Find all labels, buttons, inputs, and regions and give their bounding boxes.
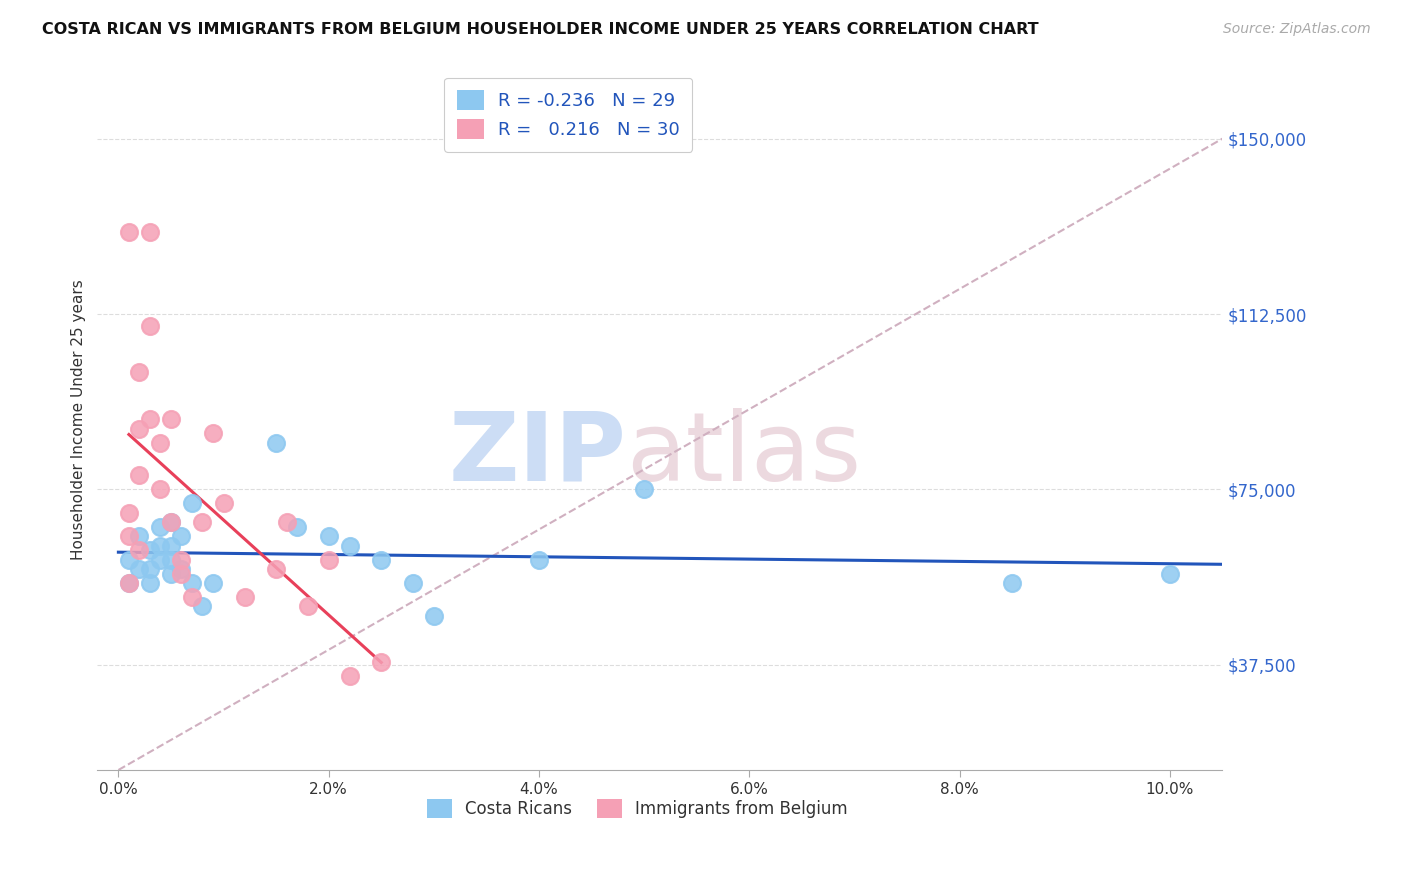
Point <box>149 435 172 450</box>
Point <box>370 552 392 566</box>
Point <box>1001 576 1024 591</box>
Point <box>170 562 193 576</box>
Point <box>202 426 225 441</box>
Point <box>318 552 340 566</box>
Point <box>139 543 162 558</box>
Point <box>181 496 204 510</box>
Point <box>139 562 162 576</box>
Point <box>170 566 193 581</box>
Point <box>181 590 204 604</box>
Point <box>160 412 183 426</box>
Point <box>128 543 150 558</box>
Point <box>118 576 141 591</box>
Point <box>318 529 340 543</box>
Point <box>170 552 193 566</box>
Point <box>139 412 162 426</box>
Point <box>149 520 172 534</box>
Point <box>128 529 150 543</box>
Point <box>202 576 225 591</box>
Point <box>139 318 162 333</box>
Point <box>149 552 172 566</box>
Point <box>233 590 256 604</box>
Point <box>128 562 150 576</box>
Point <box>149 539 172 553</box>
Point <box>160 515 183 529</box>
Text: Source: ZipAtlas.com: Source: ZipAtlas.com <box>1223 22 1371 37</box>
Point <box>191 599 214 614</box>
Point <box>118 225 141 239</box>
Point <box>118 529 141 543</box>
Point <box>118 506 141 520</box>
Point <box>118 552 141 566</box>
Point <box>139 576 162 591</box>
Point <box>212 496 235 510</box>
Point <box>128 422 150 436</box>
Point <box>128 366 150 380</box>
Text: ZIP: ZIP <box>449 408 626 500</box>
Point <box>276 515 298 529</box>
Point <box>297 599 319 614</box>
Point <box>285 520 308 534</box>
Point <box>633 483 655 497</box>
Point <box>160 566 183 581</box>
Point <box>264 562 287 576</box>
Point <box>160 515 183 529</box>
Point <box>139 225 162 239</box>
Point <box>160 552 183 566</box>
Point <box>128 468 150 483</box>
Point <box>170 529 193 543</box>
Point <box>370 656 392 670</box>
Point <box>191 515 214 529</box>
Y-axis label: Householder Income Under 25 years: Householder Income Under 25 years <box>72 279 86 559</box>
Point <box>339 539 361 553</box>
Point <box>264 435 287 450</box>
Legend: Costa Ricans, Immigrants from Belgium: Costa Ricans, Immigrants from Belgium <box>420 793 855 825</box>
Point <box>527 552 550 566</box>
Point <box>402 576 425 591</box>
Point <box>1159 566 1181 581</box>
Point <box>423 608 446 623</box>
Point <box>118 576 141 591</box>
Text: atlas: atlas <box>626 408 862 500</box>
Text: COSTA RICAN VS IMMIGRANTS FROM BELGIUM HOUSEHOLDER INCOME UNDER 25 YEARS CORRELA: COSTA RICAN VS IMMIGRANTS FROM BELGIUM H… <box>42 22 1039 37</box>
Point <box>160 539 183 553</box>
Point <box>181 576 204 591</box>
Point <box>149 483 172 497</box>
Point <box>339 669 361 683</box>
